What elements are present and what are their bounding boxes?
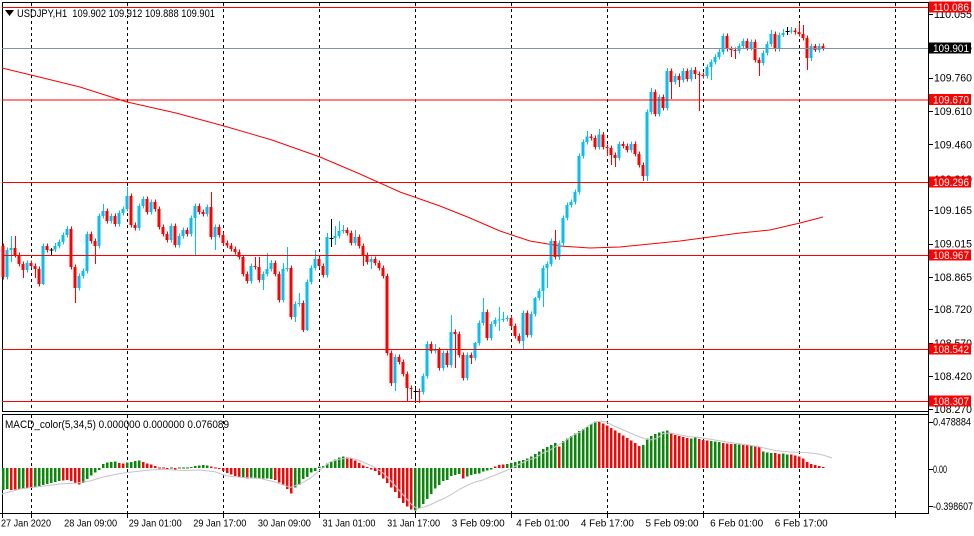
- svg-text:4 Feb 01:00: 4 Feb 01:00: [516, 518, 569, 530]
- svg-text:108.420: 108.420: [934, 371, 972, 383]
- svg-text:6 Feb 01:00: 6 Feb 01:00: [710, 518, 763, 530]
- svg-text:31 Jan 17:00: 31 Jan 17:00: [387, 518, 440, 530]
- svg-text:108.967: 108.967: [933, 250, 969, 262]
- svg-text:109.296: 109.296: [933, 177, 969, 189]
- svg-text:108.270: 108.270: [934, 404, 972, 416]
- svg-text:109.901: 109.901: [933, 43, 969, 55]
- svg-text:30 Jan 09:00: 30 Jan 09:00: [258, 518, 311, 530]
- svg-text:27 Jan 2020: 27 Jan 2020: [1, 518, 51, 530]
- svg-text:3 Feb 09:00: 3 Feb 09:00: [452, 518, 505, 530]
- svg-text:29 Jan 01:00: 29 Jan 01:00: [129, 518, 182, 530]
- svg-text:5 Feb 09:00: 5 Feb 09:00: [646, 518, 699, 530]
- svg-text:MACD_color(5,34,5) 0.000000 0.: MACD_color(5,34,5) 0.000000 0.000000 0.0…: [5, 419, 229, 431]
- svg-text:110.086: 110.086: [933, 2, 969, 14]
- svg-text:0.00: 0.00: [933, 464, 947, 476]
- svg-text:108.307: 108.307: [933, 396, 969, 408]
- svg-text:109.670: 109.670: [933, 95, 969, 107]
- svg-text:108.542: 108.542: [933, 344, 969, 356]
- svg-text:108.720: 108.720: [934, 304, 972, 316]
- svg-text:108.865: 108.865: [934, 272, 972, 284]
- svg-text:109.760: 109.760: [934, 73, 972, 85]
- svg-text:109.165: 109.165: [934, 205, 972, 217]
- svg-text:29 Jan 17:00: 29 Jan 17:00: [193, 518, 246, 530]
- svg-text:USDJPY,H1 109.902 109.912 109: USDJPY,H1 109.902 109.912 109.888 109.90…: [17, 8, 215, 20]
- svg-text:0.478884: 0.478884: [933, 417, 971, 429]
- svg-text:109.015: 109.015: [934, 239, 972, 251]
- svg-text:4 Feb 17:00: 4 Feb 17:00: [581, 518, 634, 530]
- svg-text:31 Jan 01:00: 31 Jan 01:00: [323, 518, 376, 530]
- svg-text:109.460: 109.460: [934, 139, 972, 151]
- svg-text:-0.398607: -0.398607: [933, 501, 973, 513]
- svg-text:28 Jan 09:00: 28 Jan 09:00: [64, 518, 117, 530]
- svg-text:6 Feb 17:00: 6 Feb 17:00: [775, 518, 828, 530]
- svg-text:109.610: 109.610: [934, 106, 972, 118]
